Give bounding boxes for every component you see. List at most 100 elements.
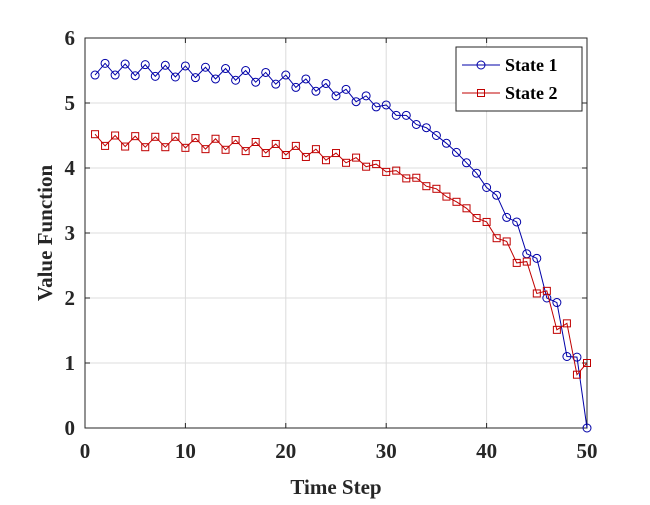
data-point (362, 162, 371, 171)
data-point (462, 204, 471, 213)
data-point (332, 149, 340, 158)
data-point (221, 64, 231, 74)
data-point (431, 131, 441, 140)
data-point (351, 97, 361, 107)
data-point (502, 212, 512, 222)
data-point (572, 370, 581, 379)
data-point (492, 190, 502, 200)
series-1 (90, 58, 592, 433)
x-tick-label: 30 (376, 439, 397, 463)
data-point (552, 325, 561, 334)
data-point (110, 70, 120, 80)
x-tick-label: 50 (577, 439, 598, 463)
y-tick-label: 3 (65, 221, 76, 245)
data-point (251, 138, 260, 146)
data-point (161, 143, 170, 152)
data-point (542, 286, 551, 295)
data-point (150, 71, 160, 81)
data-point (261, 67, 271, 77)
data-point (482, 183, 492, 192)
data-point (342, 158, 351, 167)
data-point (441, 138, 451, 148)
data-point (372, 160, 381, 169)
data-point (532, 253, 542, 263)
data-point (341, 84, 351, 94)
data-point (130, 71, 140, 81)
data-point (211, 74, 221, 84)
data-point (572, 352, 582, 362)
data-point (472, 168, 482, 178)
data-point (291, 82, 301, 92)
series-2 (91, 130, 591, 379)
y-axis-title: Value Function (33, 165, 57, 302)
data-point (131, 132, 140, 141)
data-point (191, 134, 200, 143)
data-point (100, 58, 110, 68)
x-tick-label: 20 (275, 439, 296, 463)
data-point (482, 217, 491, 226)
x-tick-label: 10 (175, 439, 196, 463)
legend-item: State 1 (462, 55, 558, 75)
data-point (512, 217, 522, 227)
data-point (391, 110, 401, 120)
data-point (271, 139, 280, 148)
data-point (170, 72, 180, 82)
data-point (231, 136, 240, 145)
data-point (180, 61, 190, 71)
x-axis-title: Time Step (290, 475, 381, 499)
data-point (331, 91, 341, 101)
data-point (352, 153, 361, 162)
data-point (392, 166, 401, 175)
data-point (231, 75, 241, 85)
data-point (171, 132, 180, 141)
data-point (151, 132, 160, 141)
data-point (120, 59, 130, 69)
data-point (432, 184, 441, 193)
data-point (271, 79, 281, 89)
legend-marker (476, 60, 486, 70)
data-point (583, 359, 591, 367)
data-point (522, 257, 531, 266)
data-point (411, 119, 421, 129)
data-point (552, 298, 562, 308)
data-point (141, 143, 150, 152)
data-point (311, 145, 320, 154)
data-point (321, 156, 330, 165)
legend-item: State 2 (462, 83, 558, 103)
y-tick-label: 1 (65, 351, 76, 375)
data-point (261, 149, 270, 158)
data-point (422, 182, 431, 191)
legend-label: State 1 (505, 55, 558, 75)
data-point (321, 79, 331, 88)
data-point (201, 145, 210, 154)
data-point (90, 70, 100, 80)
data-point (562, 352, 572, 361)
y-tick-label: 6 (65, 26, 76, 50)
data-point (291, 141, 300, 150)
data-point (412, 173, 421, 182)
data-point (190, 73, 200, 83)
data-point (442, 192, 451, 201)
data-point (281, 151, 290, 159)
data-point (502, 237, 511, 246)
data-point (281, 70, 291, 80)
data-point (562, 319, 571, 328)
data-point (311, 86, 321, 96)
data-point (462, 158, 472, 168)
data-point (301, 152, 310, 161)
data-point (401, 110, 411, 120)
x-tick-label: 0 (80, 439, 91, 463)
legend-marker (477, 89, 485, 97)
y-tick-label: 4 (65, 156, 76, 180)
data-point (301, 74, 311, 84)
data-point (421, 123, 431, 133)
data-point (251, 77, 261, 87)
data-point (101, 141, 110, 150)
data-point (451, 147, 461, 157)
data-point (241, 66, 251, 75)
data-point (160, 60, 170, 70)
data-point (381, 100, 391, 110)
legend-label: State 2 (505, 83, 558, 103)
